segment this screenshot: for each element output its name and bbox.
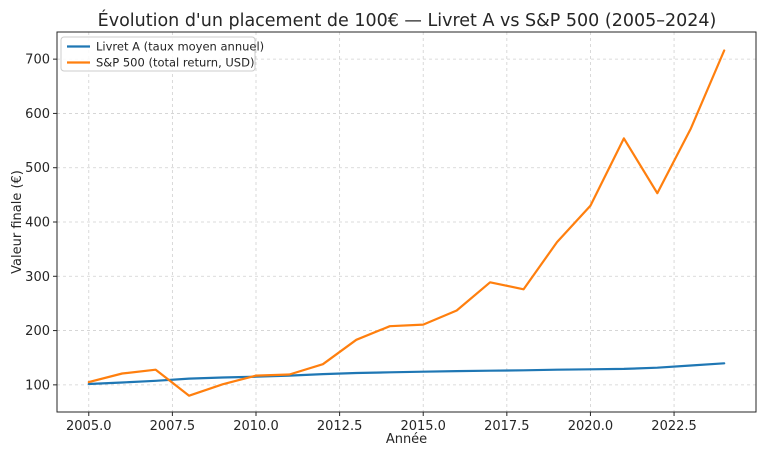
y-axis-label: Valeur finale (€) (10, 170, 25, 274)
y-tick-label: 500 (25, 161, 50, 176)
legend-label-2: S&P 500 (total return, USD) (96, 56, 254, 70)
legend-box (60, 36, 256, 72)
y-tick-label: 100 (25, 378, 50, 393)
x-tick-label: 2007.5 (150, 419, 196, 434)
series-layer (87, 49, 726, 397)
x-tick-label: 2015.0 (400, 419, 446, 434)
series-line-2 (87, 49, 726, 397)
chart-title: Évolution d'un placement de 100€ — Livre… (98, 9, 717, 31)
x-tick-label: 2010.0 (233, 419, 279, 434)
y-tick-label: 700 (25, 53, 50, 68)
y-tick-label: 600 (25, 107, 50, 122)
x-axis: 2005.0 2007.5 2010.0 2012.5 2015.0 2017.5 2020… (66, 412, 697, 434)
x-tick-label: 2022.5 (651, 419, 697, 434)
x-tick-label: 2005.0 (66, 419, 112, 434)
grid-lines (57, 32, 756, 412)
legend-label-1: Livret A (taux moyen annuel) (96, 40, 264, 54)
x-tick-label: 2017.5 (484, 419, 530, 434)
series-line-1 (87, 362, 726, 386)
y-tick-label: 300 (25, 270, 50, 285)
x-tick-label: 2012.5 (317, 419, 363, 434)
y-tick-label: 400 (25, 216, 50, 231)
y-tick-label: 200 (25, 324, 50, 339)
x-axis-label: Année (386, 432, 427, 447)
x-tick-label: 2020.0 (568, 419, 614, 434)
legend: Livret A (taux moyen annuel) S&P 500 (tot… (60, 36, 264, 72)
y-axis: 100 200 300 400 500 600 700 (25, 53, 57, 393)
